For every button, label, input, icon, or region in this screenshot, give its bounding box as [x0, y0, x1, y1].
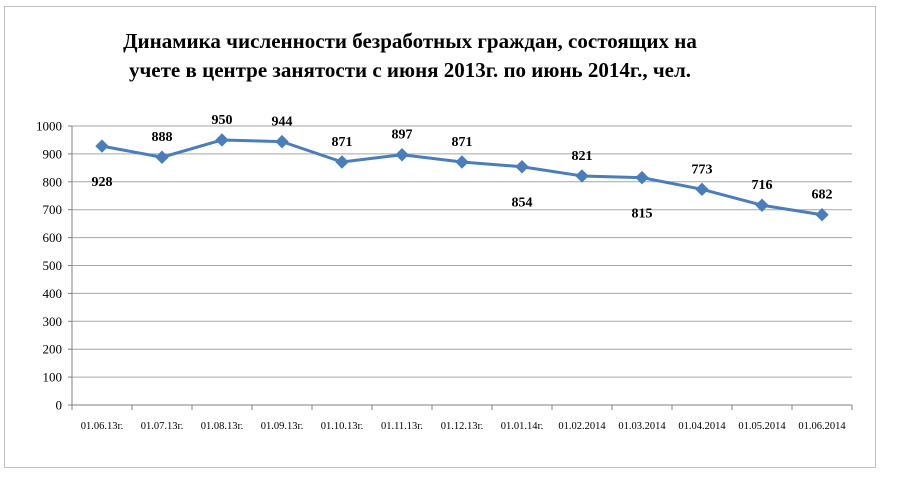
y-tick-label-100: 100 — [43, 370, 63, 385]
y-tick-label-400: 400 — [43, 286, 63, 301]
data-point-0 — [95, 139, 109, 153]
data-point-8 — [575, 169, 589, 183]
data-point-4 — [335, 155, 349, 169]
y-tick-label-200: 200 — [43, 342, 63, 357]
data-label-3: 944 — [272, 115, 293, 130]
data-point-5 — [395, 148, 409, 162]
data-label-11: 716 — [752, 178, 773, 193]
data-point-2 — [215, 133, 229, 147]
y-tick-label-600: 600 — [43, 230, 63, 245]
data-label-9: 815 — [632, 207, 653, 222]
chart-title-line-1: Динамика численности безработных граждан… — [123, 29, 697, 53]
chart-frame — [4, 6, 876, 468]
x-tick-label-11: 01.05.2014 — [738, 421, 786, 432]
data-point-3 — [275, 134, 289, 149]
data-label-4: 871 — [332, 135, 353, 150]
data-point-11 — [755, 198, 769, 212]
x-tick-label-1: 01.07.13г. — [141, 421, 184, 432]
data-label-8: 821 — [572, 149, 593, 164]
chart-title-line-2: учете в центре занятости с июня 2013г. п… — [128, 58, 692, 82]
x-axis: 01.06.13г. 01.07.13г. 01.08.13г. 01.09.13г.… — [71, 404, 853, 432]
y-tick-label-800: 800 — [43, 174, 63, 189]
series-unemployed — [95, 133, 829, 222]
chart-title: Динамика численности безработных граждан… — [0, 27, 820, 85]
data-label-0: 928 — [92, 175, 113, 190]
y-tick-label-300: 300 — [43, 314, 63, 329]
x-tick-label-4: 01.10.13г. — [321, 421, 364, 432]
x-tick-label-5: 01.11.13г. — [381, 421, 423, 432]
data-point-9 — [635, 170, 649, 185]
y-tick-label-0: 0 — [56, 398, 63, 413]
data-point-12 — [815, 208, 829, 222]
data-label-5: 897 — [392, 128, 413, 143]
data-label-7: 854 — [512, 196, 533, 211]
y-axis: 0 100 200 300 400 500 600 700 800 900 1000 — [36, 119, 73, 413]
data-label-12: 682 — [812, 188, 833, 203]
x-tick-label-12: 01.06.2014 — [798, 421, 846, 432]
x-tick-label-8: 01.02.2014 — [558, 421, 606, 432]
y-tick-label-900: 900 — [43, 146, 63, 161]
data-point-6 — [455, 155, 469, 169]
x-tick-label-0: 01.06.13г. — [81, 421, 124, 432]
y-tick-label-700: 700 — [43, 202, 63, 217]
data-labels: 928 888 950 944 871 897 871 854 821 815 773 716 682 — [92, 113, 833, 222]
x-tick-label-6: 01.12.13г. — [441, 421, 484, 432]
x-tick-label-10: 01.04.2014 — [678, 421, 726, 432]
data-label-1: 888 — [152, 130, 173, 145]
y-tick-label-1000: 1000 — [36, 119, 62, 134]
x-tick-label-9: 01.03.2014 — [618, 421, 666, 432]
series-line — [101, 138, 823, 217]
data-point-10 — [695, 182, 709, 197]
data-label-10: 773 — [692, 162, 713, 177]
x-tick-label-3: 01.09.13г. — [261, 421, 304, 432]
data-point-7 — [515, 160, 529, 174]
y-tick-label-500: 500 — [43, 258, 63, 273]
x-tick-label-7: 01.01.14г. — [501, 421, 544, 432]
data-point-1 — [155, 150, 169, 164]
gridlines — [72, 125, 852, 378]
x-tick-label-2: 01.08.13г. — [201, 421, 244, 432]
data-label-6: 871 — [452, 135, 473, 150]
data-label-2: 950 — [212, 113, 233, 128]
